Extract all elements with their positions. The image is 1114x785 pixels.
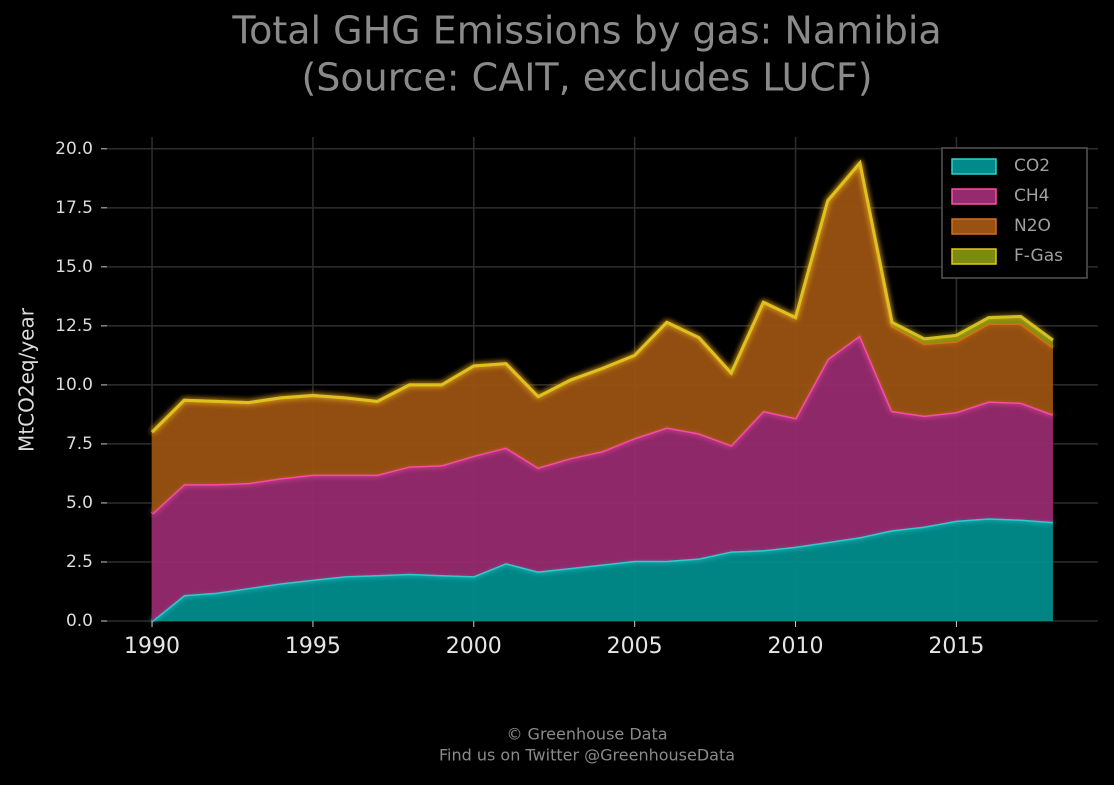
x-tick-label: 2000 bbox=[446, 634, 502, 659]
legend-swatch bbox=[951, 248, 997, 265]
x-tick-label: 2010 bbox=[768, 634, 824, 659]
x-tick-label: 2015 bbox=[928, 634, 984, 659]
legend: CO2 CH4 N2O F-Gas bbox=[941, 147, 1088, 279]
legend-label: CH4 bbox=[1014, 186, 1049, 206]
y-axis-label: MtCO2eq/year bbox=[15, 307, 39, 452]
area-edge bbox=[150, 159, 1054, 434]
y-tick-label: 12.5 bbox=[55, 316, 93, 336]
legend-label: CO2 bbox=[1014, 156, 1050, 176]
chart-title: Total GHG Emissions by gas: Namibia bbox=[231, 9, 941, 53]
x-tick-label: 1995 bbox=[285, 634, 341, 659]
area bbox=[152, 335, 1053, 621]
y-tick-label: 7.5 bbox=[66, 434, 93, 454]
area bbox=[152, 162, 1053, 514]
x-tick-label: 1990 bbox=[124, 634, 180, 659]
legend-label: F-Gas bbox=[1014, 246, 1063, 266]
chart-subtitle: (Source: CAIT, excludes LUCF) bbox=[301, 56, 872, 100]
x-tick-label: 2005 bbox=[607, 634, 663, 659]
legend-swatch bbox=[951, 188, 997, 205]
y-tick-label: 17.5 bbox=[55, 198, 93, 218]
legend-swatch bbox=[951, 158, 997, 175]
y-tick-label: 0.0 bbox=[66, 611, 93, 631]
y-tick-label: 20.0 bbox=[55, 139, 93, 159]
plot-area bbox=[150, 159, 1054, 623]
y-tick-label: 15.0 bbox=[55, 257, 93, 277]
footer: Find us on Twitter @GreenhouseData bbox=[439, 746, 735, 765]
area bbox=[152, 518, 1053, 621]
legend-label: N2O bbox=[1014, 216, 1051, 236]
footer: © Greenhouse Data bbox=[506, 725, 667, 744]
legend-swatch bbox=[951, 218, 997, 235]
y-tick-label: 5.0 bbox=[66, 493, 93, 513]
y-tick-label: 2.5 bbox=[66, 552, 93, 572]
y-tick-label: 10.0 bbox=[55, 375, 93, 395]
